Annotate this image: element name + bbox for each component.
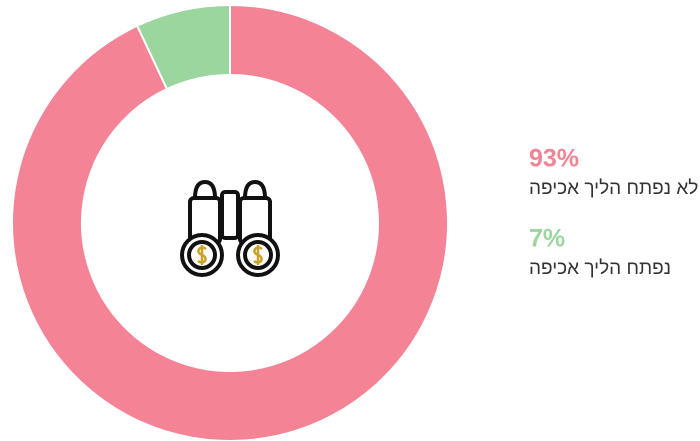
donut-slice — [135, 3, 231, 91]
legend-label: לא נפתח הליך אכיפה — [529, 178, 698, 199]
legend-value: 7% — [529, 225, 565, 253]
binoculars-icon — [180, 179, 280, 277]
donut-slice — [11, 3, 449, 441]
legend-value: 93% — [529, 145, 579, 173]
legend-label: נפתח הליך אכיפה — [529, 258, 671, 279]
